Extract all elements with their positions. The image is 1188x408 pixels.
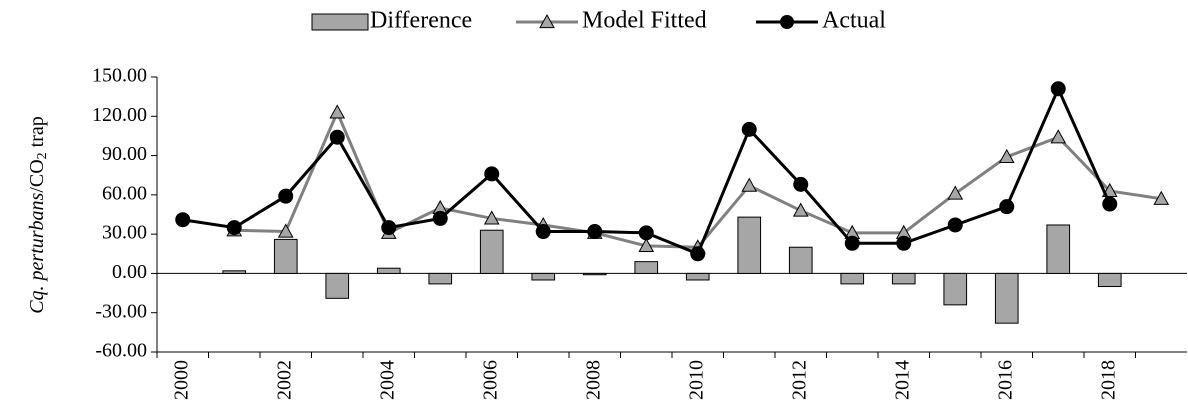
legend-label: Model Fitted bbox=[582, 8, 707, 34]
legend-swatch bbox=[311, 13, 369, 31]
marker bbox=[793, 176, 809, 192]
bar bbox=[273, 238, 298, 274]
legend-marker bbox=[780, 15, 794, 29]
marker bbox=[1050, 81, 1066, 97]
legend-marker bbox=[539, 13, 555, 29]
marker bbox=[484, 166, 500, 182]
marker bbox=[483, 210, 500, 225]
marker bbox=[999, 199, 1015, 215]
y-tick-label: 0.00 bbox=[112, 261, 147, 283]
bar bbox=[891, 272, 916, 285]
bar bbox=[1097, 272, 1122, 288]
marker bbox=[1153, 190, 1170, 205]
line bbox=[234, 108, 1162, 249]
x-tick-label: 2012 bbox=[788, 360, 810, 400]
marker bbox=[998, 148, 1015, 163]
bar bbox=[1046, 224, 1071, 274]
marker bbox=[844, 235, 860, 251]
marker bbox=[329, 104, 346, 119]
y-label-part: 2 bbox=[35, 152, 50, 159]
y-tick-label: 30.00 bbox=[102, 222, 147, 244]
x-tick-label: 2014 bbox=[891, 360, 913, 400]
x-tick-label: 2000 bbox=[170, 360, 192, 400]
bar bbox=[943, 272, 968, 306]
y-tick-label: 60.00 bbox=[102, 182, 147, 204]
marker bbox=[381, 220, 397, 236]
marker bbox=[741, 177, 758, 192]
y-tick-label: 90.00 bbox=[102, 143, 147, 165]
x-tick-label: 2018 bbox=[1097, 360, 1119, 400]
y-tick-label: -60.00 bbox=[95, 340, 147, 362]
x-tick-label: 2004 bbox=[376, 360, 398, 400]
marker bbox=[175, 212, 191, 228]
bar bbox=[737, 216, 762, 274]
marker bbox=[690, 246, 706, 262]
marker bbox=[432, 210, 448, 226]
marker bbox=[226, 220, 242, 236]
marker bbox=[535, 224, 551, 240]
x-tick-label: 2006 bbox=[479, 360, 501, 400]
legend-label: Difference bbox=[370, 8, 472, 34]
x-tick-label: 2016 bbox=[994, 360, 1016, 400]
bar bbox=[376, 267, 401, 274]
bar bbox=[222, 270, 247, 274]
bar bbox=[479, 229, 504, 274]
bar bbox=[325, 272, 350, 299]
bar bbox=[994, 272, 1019, 324]
marker bbox=[638, 225, 654, 241]
y-axis-label: Cq. perturbans/CO2 trap bbox=[26, 116, 51, 314]
bar bbox=[685, 272, 710, 281]
bar bbox=[840, 272, 865, 285]
bar bbox=[428, 272, 453, 285]
y-label-part: trap bbox=[26, 116, 48, 152]
y-tick-label: -30.00 bbox=[95, 300, 147, 322]
y-tick-label: 120.00 bbox=[92, 104, 147, 126]
marker bbox=[329, 129, 345, 145]
marker bbox=[947, 217, 963, 233]
legend-label: Actual bbox=[822, 8, 886, 34]
y-tick-label: 150.00 bbox=[92, 65, 147, 87]
marker bbox=[1050, 129, 1067, 144]
bar bbox=[531, 272, 556, 281]
bar bbox=[634, 261, 659, 274]
marker bbox=[896, 235, 912, 251]
marker bbox=[792, 202, 809, 217]
marker bbox=[741, 121, 757, 137]
bar bbox=[582, 272, 607, 276]
y-label-part: Cq. perturbans bbox=[26, 192, 48, 313]
marker bbox=[1102, 196, 1118, 212]
marker bbox=[278, 188, 294, 204]
marker bbox=[587, 224, 603, 240]
y-label-part: /CO bbox=[26, 159, 48, 192]
x-tick-label: 2010 bbox=[685, 360, 707, 400]
marker bbox=[638, 237, 655, 253]
marker bbox=[947, 185, 964, 200]
bar bbox=[788, 246, 813, 274]
x-tick-label: 2002 bbox=[273, 360, 295, 400]
x-tick-label: 2008 bbox=[582, 360, 604, 400]
marker bbox=[277, 223, 294, 238]
